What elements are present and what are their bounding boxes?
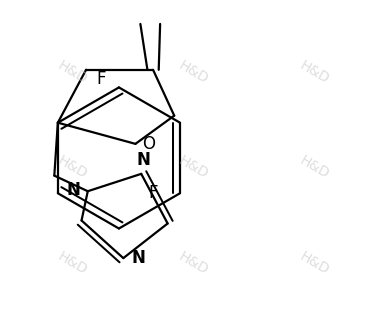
Text: H&D: H&D xyxy=(176,154,210,182)
Text: F: F xyxy=(96,70,106,88)
Text: N: N xyxy=(67,181,81,199)
Text: H&D: H&D xyxy=(297,249,331,277)
Text: H&D: H&D xyxy=(176,249,210,277)
Text: H&D: H&D xyxy=(297,154,331,182)
Text: O: O xyxy=(142,135,155,153)
Text: N: N xyxy=(132,249,146,267)
Text: F: F xyxy=(149,184,158,202)
Text: H&D: H&D xyxy=(55,58,89,87)
Text: H&D: H&D xyxy=(297,58,331,87)
Text: N: N xyxy=(136,151,150,169)
Text: H&D: H&D xyxy=(176,58,210,87)
Text: H&D: H&D xyxy=(55,249,89,277)
Text: H&D: H&D xyxy=(55,154,89,182)
